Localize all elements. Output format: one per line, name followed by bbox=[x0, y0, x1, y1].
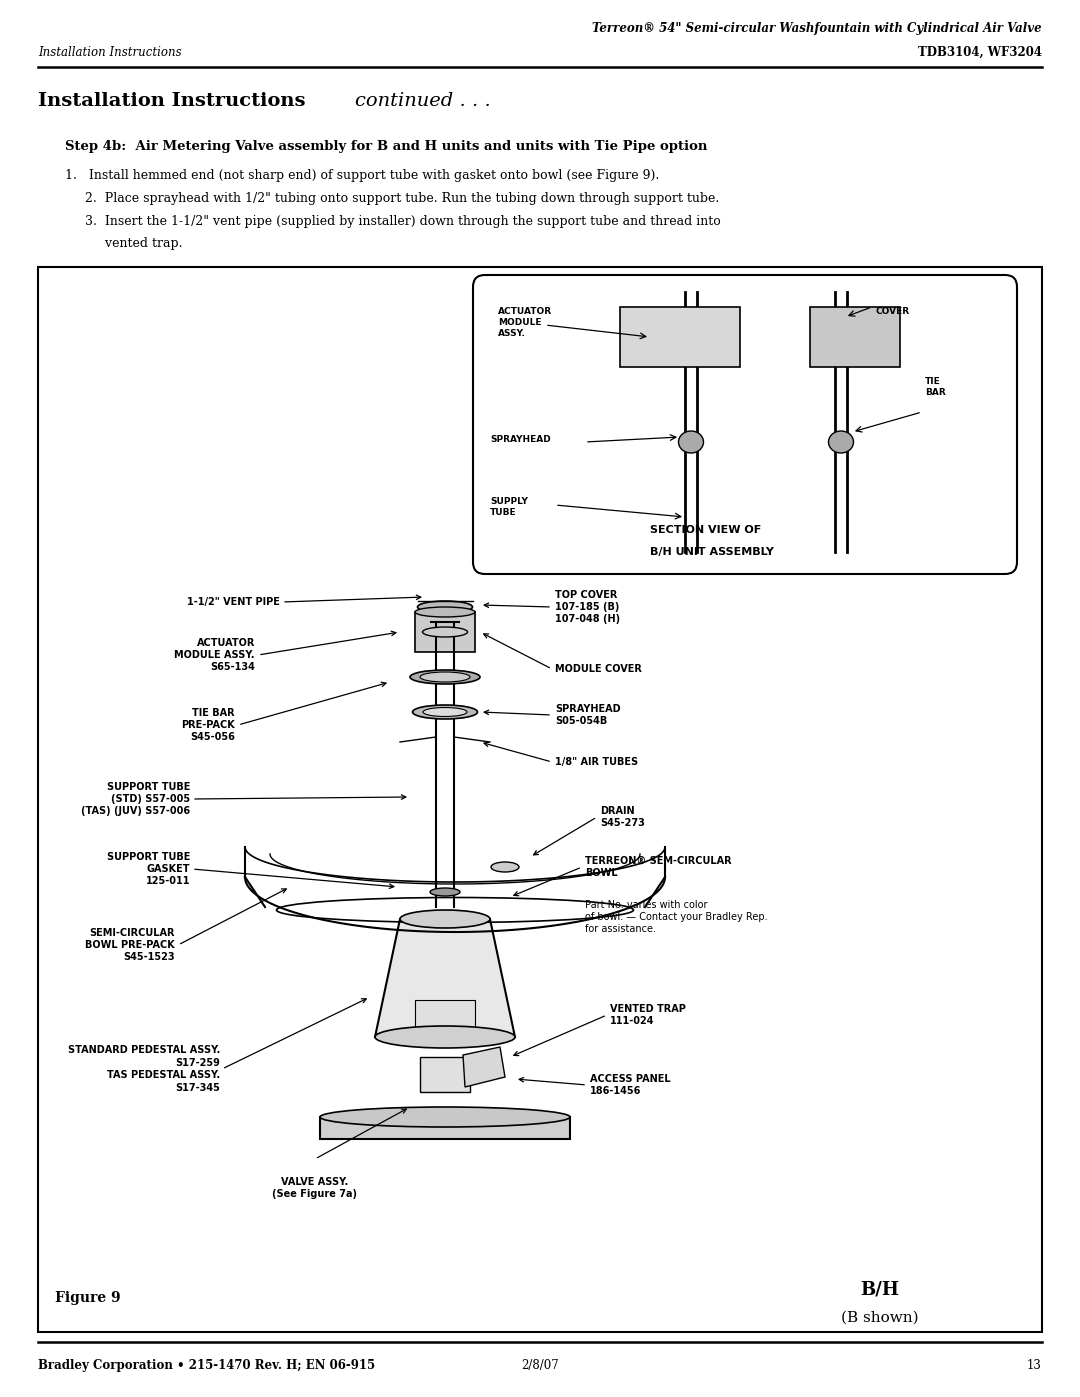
Text: SUPPORT TUBE
(STD) S57-005
(TAS) (JUV) S57-006: SUPPORT TUBE (STD) S57-005 (TAS) (JUV) S… bbox=[81, 781, 190, 816]
Polygon shape bbox=[375, 919, 515, 1037]
Text: SEMI-CIRCULAR
BOWL PRE-PACK
S45-1523: SEMI-CIRCULAR BOWL PRE-PACK S45-1523 bbox=[85, 928, 175, 963]
Text: 1-1/2" VENT PIPE: 1-1/2" VENT PIPE bbox=[187, 597, 280, 608]
FancyBboxPatch shape bbox=[473, 275, 1017, 574]
Bar bbox=[320, 1118, 570, 1139]
Ellipse shape bbox=[320, 1106, 570, 1127]
Text: SPRAYHEAD
S05-054B: SPRAYHEAD S05-054B bbox=[555, 704, 621, 726]
Text: 2/8/07: 2/8/07 bbox=[522, 1359, 558, 1372]
Ellipse shape bbox=[678, 432, 703, 453]
Text: TIE
BAR: TIE BAR bbox=[924, 377, 946, 397]
Text: 3.  Insert the 1-1/2" vent pipe (supplied by installer) down through the support: 3. Insert the 1-1/2" vent pipe (supplied… bbox=[65, 215, 720, 228]
Text: TDB3104, WF3204: TDB3104, WF3204 bbox=[918, 46, 1042, 59]
Text: 1.   Install hemmed end (not sharp end) of support tube with gasket onto bowl (s: 1. Install hemmed end (not sharp end) of… bbox=[65, 169, 659, 182]
FancyBboxPatch shape bbox=[810, 307, 900, 367]
Text: B/H UNIT ASSEMBLY: B/H UNIT ASSEMBLY bbox=[650, 548, 774, 557]
Text: vented trap.: vented trap. bbox=[65, 237, 183, 250]
Text: (B shown): (B shown) bbox=[841, 1310, 919, 1324]
FancyBboxPatch shape bbox=[620, 307, 740, 367]
Text: continued . . .: continued . . . bbox=[355, 92, 490, 110]
Bar bbox=[415, 1000, 475, 1035]
FancyBboxPatch shape bbox=[420, 1058, 470, 1092]
Text: VENTED TRAP
111-024: VENTED TRAP 111-024 bbox=[610, 1004, 686, 1027]
Ellipse shape bbox=[828, 432, 853, 453]
Text: STANDARD PEDESTAL ASSY.
S17-259
TAS PEDESTAL ASSY.
S17-345: STANDARD PEDESTAL ASSY. S17-259 TAS PEDE… bbox=[68, 1045, 220, 1092]
Text: Installation Instructions: Installation Instructions bbox=[38, 46, 181, 59]
Text: VALVE ASSY.
(See Figure 7a): VALVE ASSY. (See Figure 7a) bbox=[272, 1178, 357, 1200]
Text: MODULE COVER: MODULE COVER bbox=[555, 664, 642, 673]
Text: ACTUATOR
MODULE
ASSY.: ACTUATOR MODULE ASSY. bbox=[498, 307, 552, 338]
Text: Bradley Corporation • 215-1470 Rev. H; EN 06-915: Bradley Corporation • 215-1470 Rev. H; E… bbox=[38, 1359, 375, 1372]
Ellipse shape bbox=[400, 909, 490, 928]
Text: 13: 13 bbox=[1027, 1359, 1042, 1372]
Ellipse shape bbox=[430, 888, 460, 895]
Ellipse shape bbox=[418, 601, 473, 613]
Text: Figure 9: Figure 9 bbox=[55, 1291, 121, 1305]
Text: Step 4b:  Air Metering Valve assembly for B and H units and units with Tie Pipe : Step 4b: Air Metering Valve assembly for… bbox=[65, 140, 707, 154]
Text: TOP COVER
107-185 (B)
107-048 (H): TOP COVER 107-185 (B) 107-048 (H) bbox=[555, 590, 620, 624]
Text: 2.  Place sprayhead with 1/2" tubing onto support tube. Run the tubing down thro: 2. Place sprayhead with 1/2" tubing onto… bbox=[65, 191, 719, 205]
Polygon shape bbox=[463, 1046, 505, 1087]
Text: SUPPORT TUBE
GASKET
125-011: SUPPORT TUBE GASKET 125-011 bbox=[107, 852, 190, 887]
FancyBboxPatch shape bbox=[415, 612, 475, 652]
Ellipse shape bbox=[420, 672, 470, 682]
Ellipse shape bbox=[423, 707, 467, 717]
Text: COVER: COVER bbox=[875, 307, 909, 316]
Text: ACTUATOR
MODULE ASSY.
S65-134: ACTUATOR MODULE ASSY. S65-134 bbox=[175, 637, 255, 672]
Text: DRAIN
S45-273: DRAIN S45-273 bbox=[600, 806, 645, 828]
Text: B/H: B/H bbox=[861, 1281, 900, 1299]
Ellipse shape bbox=[491, 862, 519, 872]
Text: Installation Instructions: Installation Instructions bbox=[38, 92, 312, 110]
Text: SPRAYHEAD: SPRAYHEAD bbox=[490, 434, 551, 444]
Text: Part No. varies with color
of bowl. — Contact your Bradley Rep.
for assistance.: Part No. varies with color of bowl. — Co… bbox=[585, 900, 768, 935]
Text: TIE BAR
PRE-PACK
S45-056: TIE BAR PRE-PACK S45-056 bbox=[181, 708, 235, 742]
Text: TERREON® SEM-CIRCULAR
BOWL: TERREON® SEM-CIRCULAR BOWL bbox=[585, 856, 731, 879]
Text: Terreon® 54" Semi-circular Washfountain with Cylindrical Air Valve: Terreon® 54" Semi-circular Washfountain … bbox=[592, 22, 1042, 35]
Ellipse shape bbox=[415, 608, 475, 617]
Text: SECTION VIEW OF: SECTION VIEW OF bbox=[650, 525, 761, 535]
Ellipse shape bbox=[375, 1025, 515, 1048]
Ellipse shape bbox=[413, 705, 477, 719]
Text: 1/8" AIR TUBES: 1/8" AIR TUBES bbox=[555, 757, 638, 767]
Ellipse shape bbox=[410, 671, 480, 685]
Text: ACCESS PANEL
186-1456: ACCESS PANEL 186-1456 bbox=[590, 1074, 671, 1097]
Bar bbox=[38, 267, 1042, 1331]
Text: SUPPLY
TUBE: SUPPLY TUBE bbox=[490, 497, 528, 517]
Ellipse shape bbox=[422, 627, 468, 637]
